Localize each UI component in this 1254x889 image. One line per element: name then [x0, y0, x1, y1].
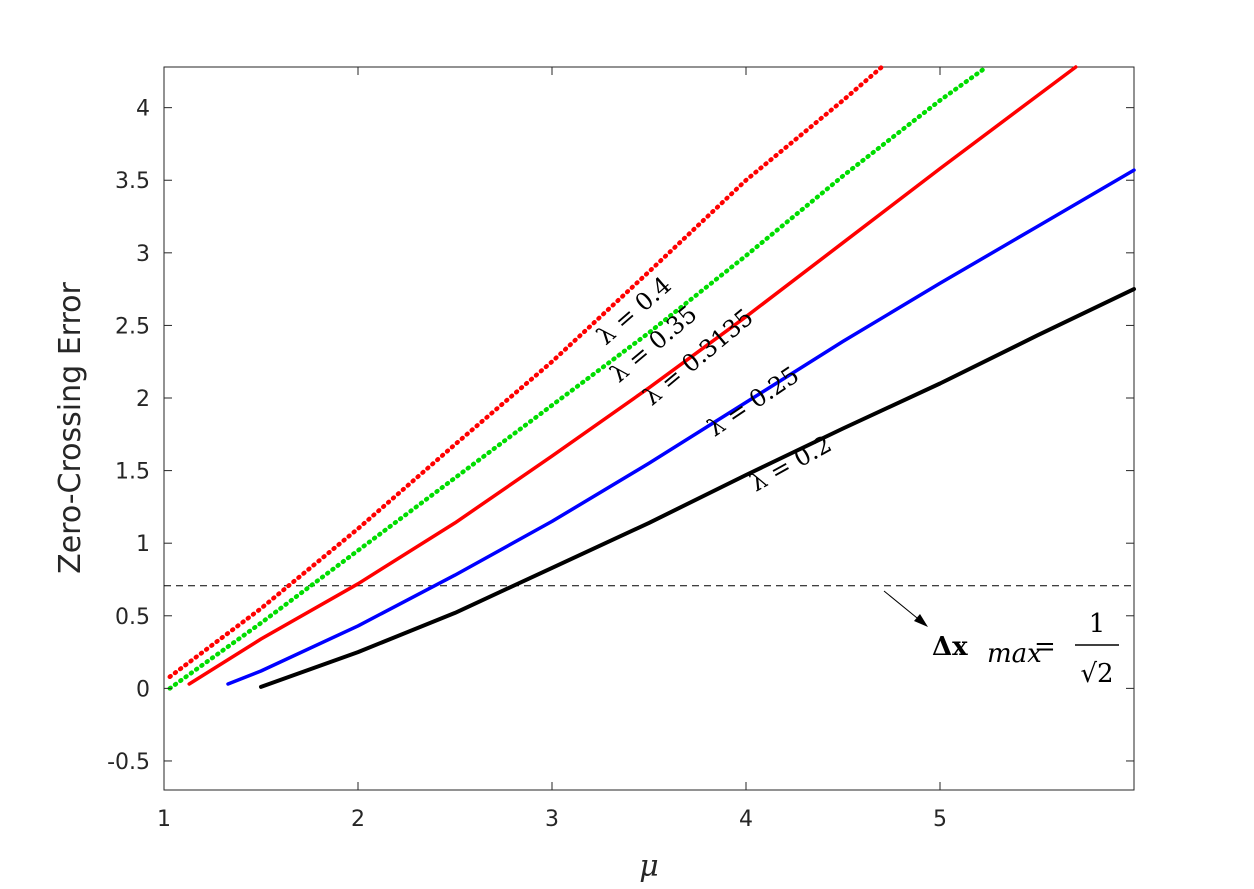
max-dx-annotation: Δx max = 1 √2 [883, 590, 1119, 689]
series-layer [167, 64, 1136, 691]
annotation-lhs: Δx [932, 632, 968, 662]
series-line-0 [167, 64, 885, 680]
series-line-3 [226, 168, 1136, 686]
y-tick-label: 4 [136, 97, 150, 122]
y-tick-label: -0.5 [107, 750, 150, 775]
plot-area [163, 66, 1135, 791]
annotation-denominator: √2 [1080, 659, 1113, 689]
y-tick-label: 0 [136, 677, 150, 702]
annotation-equals: = [1034, 632, 1056, 662]
x-tick-label: 4 [739, 807, 753, 832]
y-tick-label: 3.5 [115, 169, 150, 194]
x-tick-label: 2 [351, 807, 365, 832]
x-axis-label: μ [639, 849, 659, 884]
y-axis-label: Zero-Crossing Error [53, 281, 88, 573]
x-tick-label: 5 [933, 807, 947, 832]
annotation-numerator: 1 [1089, 609, 1106, 639]
x-axis-ticks: 1 2 3 4 5 [157, 67, 947, 832]
x-tick-label: 3 [545, 807, 559, 832]
annotation-subscript: max [987, 639, 1042, 669]
y-tick-label: 1.5 [115, 460, 150, 485]
y-tick-label: 2.5 [115, 314, 150, 339]
y-tick-label: 3 [136, 242, 150, 267]
x-tick-label: 1 [157, 807, 171, 832]
series-line-2 [187, 65, 1078, 686]
series-line-4 [259, 287, 1136, 689]
y-tick-label: 0.5 [115, 605, 150, 630]
y-tick-label: 1 [136, 532, 150, 557]
annotation-arrow-head [914, 614, 928, 627]
y-axis-ticks: -0.5 0 0.5 1 1.5 2 2.5 3 3.5 4 [107, 97, 1134, 775]
y-tick-label: 2 [136, 387, 150, 412]
annotation-arrow-shaft [883, 590, 923, 623]
series-line-1 [167, 64, 989, 691]
